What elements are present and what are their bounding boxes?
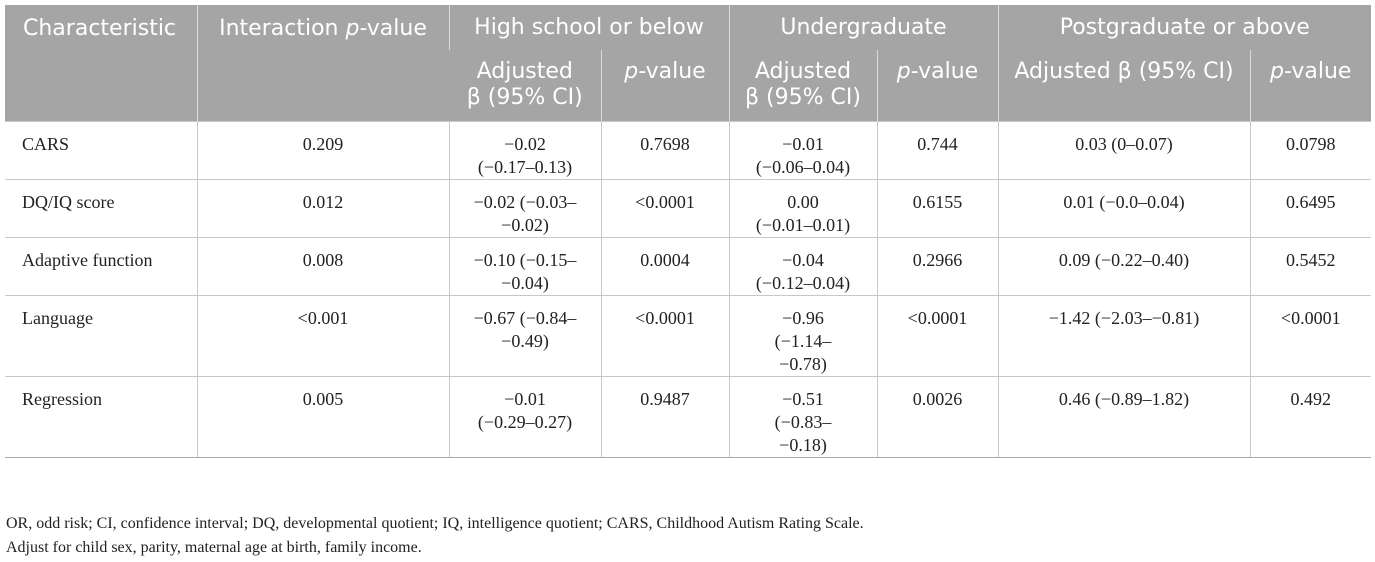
ug-pvalue-cell: 0.6155 [876, 178, 999, 238]
header-ug-adjusted-beta: Adjusted β (95% CI) [728, 50, 877, 121]
results-table: Characteristic Interaction p-value High … [5, 5, 1371, 458]
header-postgraduate: Postgraduate or above [997, 5, 1371, 50]
pg-beta-cell: 0.01 (−0.0–0.04) [997, 178, 1251, 238]
header-pg-adjusted-beta: Adjusted β (95% CI) [997, 50, 1250, 121]
hs-pvalue-cell: <0.0001 [600, 178, 730, 238]
pg-beta-cell: −1.42 (−2.03–−0.81) [997, 294, 1251, 377]
header-pg-pvalue: p-value [1249, 50, 1371, 121]
pg-beta-cell: 0.09 (−0.22–0.40) [997, 236, 1251, 296]
ug-beta-cell: 0.00 (−0.01–0.01) [728, 178, 878, 238]
hs-pvalue-cell: 0.9487 [600, 375, 730, 458]
table-row: CARS 0.209 −0.02 (−0.17–0.13) 0.7698 −0.0… [5, 120, 1371, 180]
hs-pvalue-cell: 0.7698 [600, 120, 730, 180]
hs-beta-cell: −0.02 (−0.03– −0.02) [448, 178, 602, 238]
hs-beta-cell: −0.01 (−0.29–0.27) [448, 375, 602, 458]
interaction-pvalue-cell: 0.008 [196, 236, 450, 296]
interaction-pvalue-cell: 0.005 [196, 375, 450, 458]
pg-pvalue-cell: 0.6495 [1249, 178, 1371, 238]
table-row: DQ/IQ score 0.012 −0.02 (−0.03– −0.02) <0… [5, 178, 1371, 238]
footnote-adjustment: Adjust for child sex, parity, maternal a… [6, 539, 422, 556]
ug-pvalue-cell: <0.0001 [876, 294, 999, 377]
ug-pvalue-cell: 0.0026 [876, 375, 999, 458]
hs-pvalue-cell: 0.0004 [600, 236, 730, 296]
header-undergraduate: Undergraduate [728, 5, 998, 50]
pg-beta-cell: 0.46 (−0.89–1.82) [997, 375, 1251, 458]
header-high-school: High school or below [448, 5, 729, 50]
ug-pvalue-cell: 0.744 [876, 120, 999, 180]
row-label: CARS [5, 120, 198, 180]
ug-beta-cell: −0.96 (−1.14– −0.78) [728, 294, 878, 377]
hs-beta-cell: −0.02 (−0.17–0.13) [448, 120, 602, 180]
pg-pvalue-cell: 0.5452 [1249, 236, 1371, 296]
ug-beta-cell: −0.04 (−0.12–0.04) [728, 236, 878, 296]
pg-beta-cell: 0.03 (0–0.07) [997, 120, 1251, 180]
header-interaction-pvalue: Interaction p-value [196, 5, 449, 121]
ug-pvalue-cell: 0.2966 [876, 236, 999, 296]
header-hs-pvalue: p-value [600, 50, 729, 121]
ug-beta-cell: −0.01 (−0.06–0.04) [728, 120, 878, 180]
header-characteristic: Characteristic [5, 5, 197, 121]
interaction-pvalue-cell: 0.012 [196, 178, 450, 238]
hs-pvalue-cell: <0.0001 [600, 294, 730, 377]
hs-beta-cell: −0.67 (−0.84– −0.49) [448, 294, 602, 377]
interaction-pvalue-cell: 0.209 [196, 120, 450, 180]
footnote-abbreviations: OR, odd risk; CI, confidence interval; D… [6, 515, 864, 532]
row-label: Language [5, 294, 198, 377]
pg-pvalue-cell: 0.492 [1249, 375, 1371, 458]
header-ug-pvalue: p-value [876, 50, 998, 121]
row-label: Regression [5, 375, 198, 458]
footnotes: OR, odd risk; CI, confidence interval; D… [6, 514, 864, 562]
table-row: Adaptive function 0.008 −0.10 (−0.15– −0.… [5, 236, 1371, 296]
pg-pvalue-cell: <0.0001 [1249, 294, 1371, 377]
interaction-pvalue-cell: <0.001 [196, 294, 450, 377]
ug-beta-cell: −0.51 (−0.83– −0.18) [728, 375, 878, 458]
row-label: Adaptive function [5, 236, 198, 296]
pg-pvalue-cell: 0.0798 [1249, 120, 1371, 180]
table-row: Regression 0.005 −0.01 (−0.29–0.27) 0.948… [5, 375, 1371, 458]
row-label: DQ/IQ score [5, 178, 198, 238]
hs-beta-cell: −0.10 (−0.15– −0.04) [448, 236, 602, 296]
header-hs-adjusted-beta: Adjusted β (95% CI) [449, 50, 601, 121]
table-row: Language <0.001 −0.67 (−0.84– −0.49) <0.0… [5, 294, 1371, 377]
